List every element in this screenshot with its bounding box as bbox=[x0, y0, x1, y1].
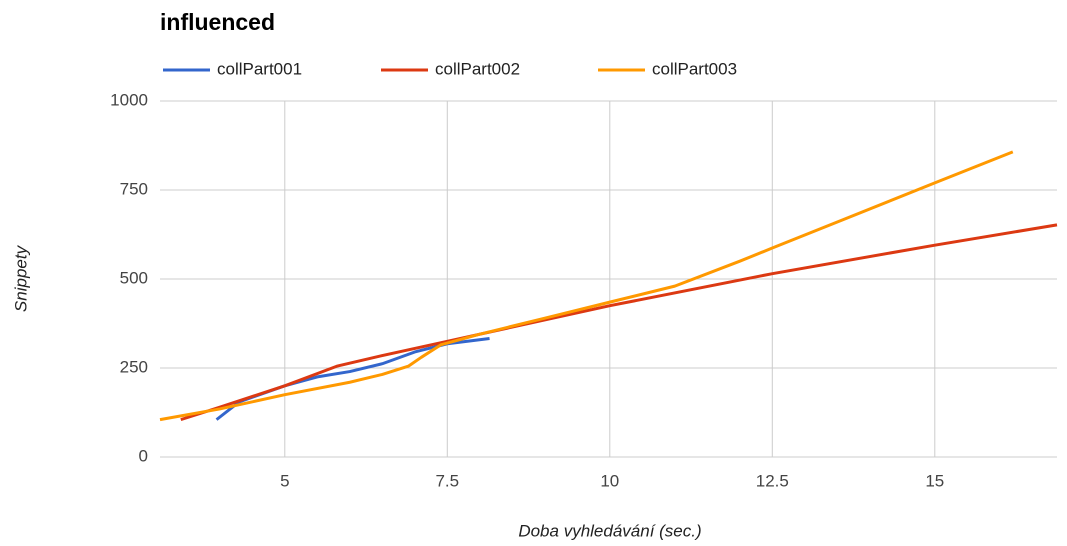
legend-label: collPart002 bbox=[435, 59, 520, 78]
y-tick-label: 1000 bbox=[110, 90, 148, 109]
chart-title: influenced bbox=[160, 9, 275, 35]
x-tick-label: 12.5 bbox=[756, 471, 789, 490]
y-axis-label: Snippety bbox=[11, 244, 30, 312]
legend-label: collPart001 bbox=[217, 59, 302, 78]
x-tick-label: 5 bbox=[280, 471, 289, 490]
x-axis-label: Doba vyhledávání (sec.) bbox=[518, 521, 701, 540]
y-tick-label: 0 bbox=[139, 446, 148, 465]
line-series bbox=[215, 336, 490, 421]
line-series bbox=[180, 223, 1058, 422]
y-tick-label: 750 bbox=[120, 179, 148, 198]
legend-label: collPart003 bbox=[652, 59, 737, 78]
y-tick-label: 250 bbox=[120, 357, 148, 376]
x-tick-label: 7.5 bbox=[435, 471, 459, 490]
x-tick-label: 10 bbox=[600, 471, 619, 490]
line-series bbox=[159, 150, 1014, 422]
y-tick-label: 500 bbox=[120, 268, 148, 287]
x-tick-label: 15 bbox=[925, 471, 944, 490]
